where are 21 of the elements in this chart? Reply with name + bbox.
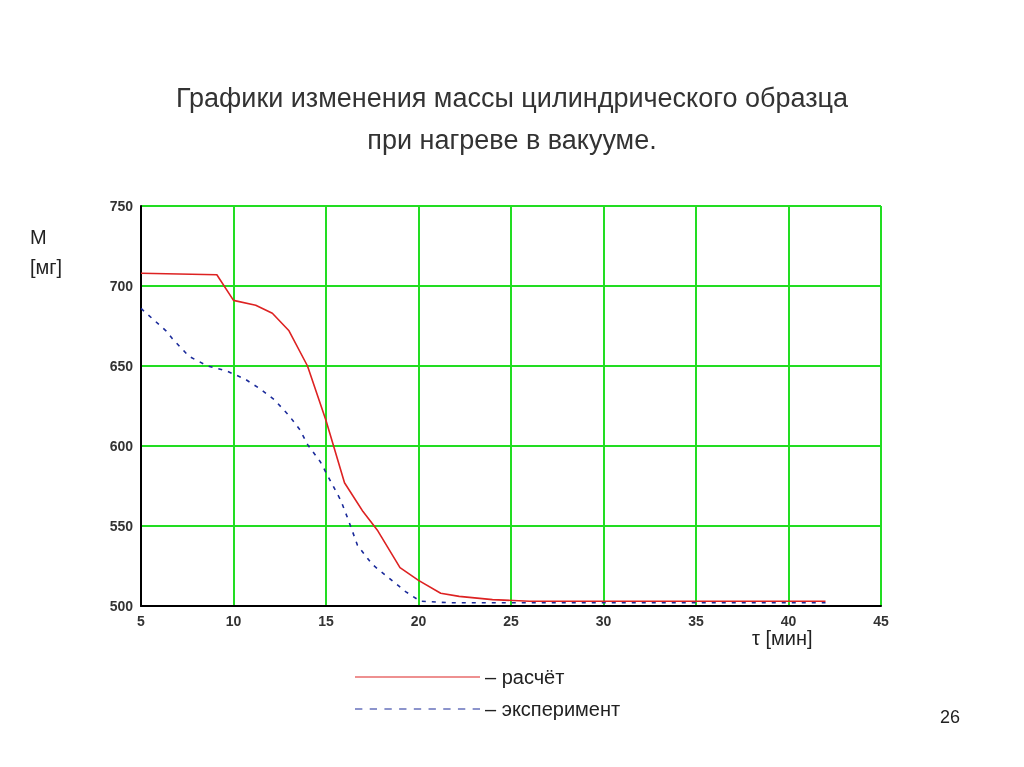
text: 26 xyxy=(940,707,961,727)
x-tick-label: 20 xyxy=(410,613,427,629)
y-tick-label: 500 xyxy=(109,598,134,614)
x-tick-label: 5 xyxy=(137,613,146,629)
legend-label: – эксперимент xyxy=(485,698,621,720)
y-axis-title: M [мг] xyxy=(30,226,63,278)
y-tick-label: 600 xyxy=(109,438,134,454)
y-tick-label: 700 xyxy=(109,278,134,294)
x-tick-label: 40 xyxy=(780,613,797,629)
y-tick-label: 750 xyxy=(109,198,134,214)
x-tick-label: 45 xyxy=(873,613,889,629)
x-axis-title: τ [мин] xyxy=(752,627,813,649)
x-tick-label: 35 xyxy=(688,613,704,629)
chart-title: Графики изменения массы цилиндрического образца при нагреве в вакууме. xyxy=(175,83,850,155)
legend-label: – расчёт xyxy=(485,666,565,688)
y-tick-label: 550 xyxy=(109,518,134,534)
x-tick-label: 10 xyxy=(225,613,242,629)
x-tick-label: 25 xyxy=(503,613,519,629)
y-tick-label: 650 xyxy=(109,358,134,374)
x-tick-label: 15 xyxy=(318,613,334,629)
x-tick-label: 30 xyxy=(595,613,612,629)
